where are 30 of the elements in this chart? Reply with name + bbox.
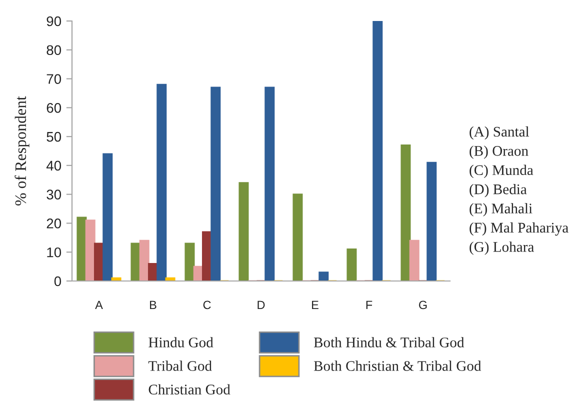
y-tick-label: 0 <box>54 276 62 286</box>
x-tick-label: G <box>419 300 427 310</box>
y-tick-label: 60 <box>46 103 62 113</box>
text: (E) Mahali <box>470 203 532 216</box>
x-tick-label: A <box>95 300 103 309</box>
y-tick-label: 70 <box>46 74 62 84</box>
y-axis-title: % of Respondent <box>14 96 30 206</box>
x-tick-label: D <box>258 300 265 309</box>
text: (F) Mal Pahariya <box>470 222 568 236</box>
text: (G) Lohara <box>470 242 534 255</box>
text: (C) Munda <box>470 164 534 178</box>
legend-label: Tribal God <box>148 360 212 371</box>
text: (A) Santal <box>470 126 530 140</box>
text: (B) Oraon <box>470 146 528 159</box>
x-tick-label: F <box>366 300 372 309</box>
x-tick-label: C <box>203 300 211 310</box>
y-tick-label: 50 <box>46 132 62 142</box>
legend-label: Hindu God <box>148 337 214 348</box>
legend-label: Christian God <box>148 384 230 394</box>
text: (D) Bedia <box>470 184 527 198</box>
y-tick-label: 90 <box>46 16 62 26</box>
y-tick-label: 10 <box>47 247 62 258</box>
x-tick-label: E <box>312 300 318 309</box>
y-tick-label: 20 <box>46 218 62 228</box>
y-tick-label: 30 <box>46 190 62 200</box>
legend-label: Both Christian & Tribal God <box>314 360 482 371</box>
legend-label: Both Hindu & Tribal God <box>314 337 464 348</box>
y-tick-label: 80 <box>46 45 62 56</box>
y-tick-label: 40 <box>46 160 62 171</box>
x-tick-label: B <box>150 300 156 309</box>
